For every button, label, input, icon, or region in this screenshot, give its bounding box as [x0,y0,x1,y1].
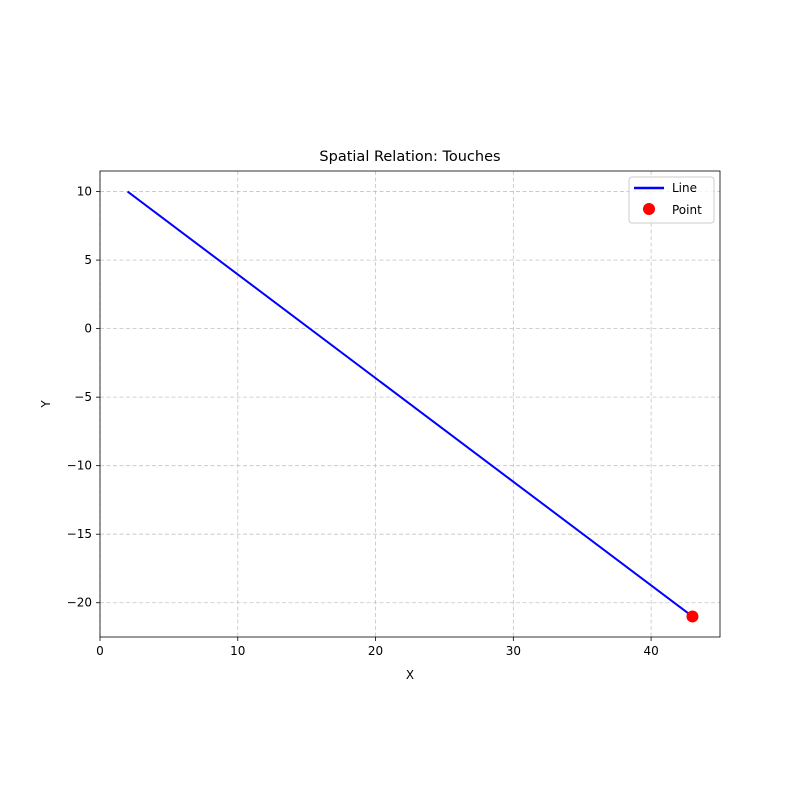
x-tick-label: 10 [230,644,245,658]
x-axis-ticks: 0 10 20 30 40 [96,637,659,658]
legend: Line Point [628,176,715,224]
y-tick-label: 5 [84,253,92,267]
series-point-marker [686,610,699,623]
y-tick-label: −15 [67,527,92,541]
x-tick-label: 30 [506,644,521,658]
x-axis-label: X [406,668,414,682]
grid [99,171,720,637]
x-tick-label: 0 [96,644,104,658]
y-tick-label: 0 [84,322,92,336]
chart-title: Spatial Relation: Touches [319,149,500,165]
y-tick-label: −10 [67,459,92,473]
y-tick-label: −5 [74,390,92,404]
y-axis-ticks: 10 5 0 −5 −10 −15 −20 [67,185,100,610]
plot-series [126,190,699,623]
y-axis-label: Y [39,400,53,409]
x-tick-label: 40 [643,644,658,658]
y-tick-label: 10 [77,185,92,199]
y-tick-label: −20 [67,596,92,610]
x-tick-label: 20 [368,644,383,658]
legend-label-point: Point [672,203,702,217]
legend-label-line: Line [672,181,697,195]
legend-point-swatch [643,203,655,215]
series-line [126,190,694,618]
plot-frame [99,170,721,638]
